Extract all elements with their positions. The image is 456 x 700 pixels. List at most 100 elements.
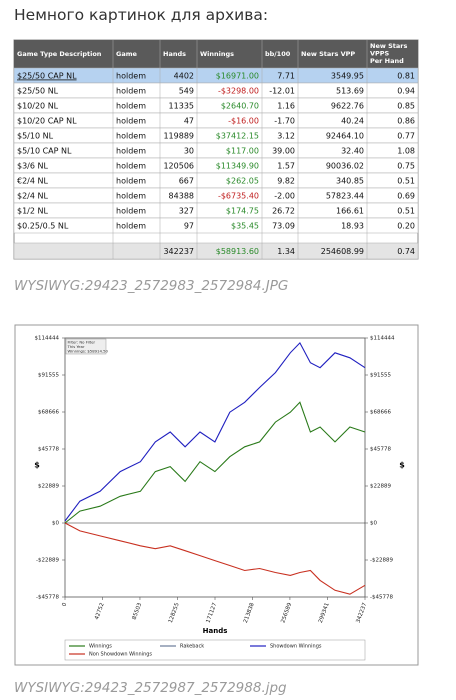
table-cell: 73.09 bbox=[272, 222, 295, 231]
table-cell: 0.94 bbox=[397, 87, 415, 96]
table-cell: 32.40 bbox=[341, 147, 364, 156]
table-cell: 0.20 bbox=[397, 222, 415, 231]
y-axis-label: $ bbox=[399, 461, 405, 470]
y-tick-label: $68666 bbox=[370, 410, 391, 416]
table-cell: 39.00 bbox=[272, 147, 295, 156]
table-cell: 92464.10 bbox=[326, 132, 364, 141]
y-tick-label: $45778 bbox=[38, 446, 59, 452]
table-cell: 3.12 bbox=[277, 132, 295, 141]
x-tick-label: 42752 bbox=[94, 602, 106, 620]
y-tick-label: -$22889 bbox=[36, 557, 59, 563]
table-cell: 0.77 bbox=[397, 132, 415, 141]
y-tick-label: $114444 bbox=[370, 336, 395, 342]
filter-text: This Year bbox=[67, 344, 85, 349]
table-cell: 120506 bbox=[163, 162, 194, 171]
table-cell: -2.00 bbox=[274, 192, 295, 201]
table-cell: 57823.44 bbox=[326, 192, 364, 201]
y-tick-label: $0 bbox=[370, 520, 377, 526]
table-cell: 0.51 bbox=[397, 207, 415, 216]
table-cell: 47 bbox=[184, 117, 194, 126]
table-cell: $117.00 bbox=[226, 147, 259, 156]
table-cell: 1.57 bbox=[277, 162, 295, 171]
legend-label: Rakeback bbox=[180, 644, 204, 650]
table-cell: 0.75 bbox=[397, 162, 415, 171]
table-cell: 667 bbox=[179, 177, 194, 186]
column-header: New Stars bbox=[370, 42, 407, 50]
table-cell: 90036.02 bbox=[326, 162, 364, 171]
table-cell: $5/10 NL bbox=[17, 132, 54, 141]
table-cell: holdem bbox=[116, 102, 146, 111]
table-cell: $262.05 bbox=[226, 177, 259, 186]
legend-label: Non Showdown Winnings bbox=[89, 652, 152, 658]
legend bbox=[64, 639, 366, 661]
series-line bbox=[64, 341, 366, 522]
x-tick-label: 85503 bbox=[132, 602, 144, 621]
table-cell: 0.86 bbox=[397, 117, 415, 126]
table-cell: $10/20 CAP NL bbox=[17, 117, 77, 126]
total-cell: $58913.60 bbox=[216, 247, 259, 256]
table-cell: 30 bbox=[184, 147, 194, 156]
y-tick-label: $91555 bbox=[38, 373, 59, 379]
table-cell: $174.75 bbox=[226, 207, 259, 216]
series-line bbox=[64, 401, 366, 524]
table-cell: -$3298.00 bbox=[218, 87, 259, 96]
table-cell: holdem bbox=[116, 162, 146, 171]
y-tick-label: $22889 bbox=[38, 483, 59, 489]
total-cell: 342237 bbox=[163, 247, 194, 256]
y-tick-label: $91555 bbox=[370, 373, 391, 379]
table-cell: $35.45 bbox=[231, 222, 259, 231]
table-cell: 513.69 bbox=[336, 87, 364, 96]
y-tick-label: $22889 bbox=[370, 483, 391, 489]
table-cell: -1.70 bbox=[274, 117, 295, 126]
x-tick-label: 0 bbox=[61, 602, 68, 608]
table-cell: -$6735.40 bbox=[218, 192, 259, 201]
filter-box bbox=[65, 338, 107, 355]
table-cell: 0.85 bbox=[397, 102, 415, 111]
table-cell: holdem bbox=[116, 72, 146, 81]
x-axis-label: Hands bbox=[203, 627, 228, 635]
table-cell: $25/50 NL bbox=[17, 87, 59, 96]
table-cell: €2/4 NL bbox=[17, 177, 48, 186]
table-cell: $0.25/0.5 NL bbox=[17, 222, 69, 231]
column-header: Per Hand bbox=[370, 57, 404, 65]
table-cell: $5/10 CAP NL bbox=[17, 147, 72, 156]
table-cell: 9622.76 bbox=[331, 102, 364, 111]
table-cell: 327 bbox=[179, 207, 194, 216]
caption: WYSIWYG:29423_2572983_2572984.JPG bbox=[14, 278, 288, 294]
table-cell: 549 bbox=[179, 87, 194, 96]
totals-row bbox=[13, 242, 419, 260]
total-cell: 0.74 bbox=[397, 247, 415, 256]
table-cell: $1/2 NL bbox=[17, 207, 48, 216]
table-cell: 0.51 bbox=[397, 177, 415, 186]
caption: WYSIWYG:29423_2572987_2572988.jpg bbox=[14, 680, 287, 696]
column-header: Game Type Description bbox=[17, 50, 102, 58]
y-tick-label: $45778 bbox=[370, 446, 391, 452]
column-header: bb/100 bbox=[265, 50, 291, 58]
table-cell: 0.81 bbox=[397, 72, 415, 81]
table-cell: 166.61 bbox=[336, 207, 364, 216]
legend-label: Winnings bbox=[89, 644, 112, 650]
table-cell: 1.16 bbox=[277, 102, 295, 111]
table-cell: 3549.95 bbox=[331, 72, 364, 81]
y-tick-label: $114444 bbox=[35, 336, 60, 342]
table-cell: 40.24 bbox=[341, 117, 364, 126]
table-cell: $10/20 NL bbox=[17, 102, 59, 111]
table-cell: holdem bbox=[116, 192, 146, 201]
table-cell: 84388 bbox=[169, 192, 194, 201]
table-cell: holdem bbox=[116, 147, 146, 156]
table-cell: 11335 bbox=[169, 102, 194, 111]
table-cell: holdem bbox=[116, 207, 146, 216]
y-tick-label: $68666 bbox=[38, 410, 59, 416]
column-header: Hands bbox=[163, 50, 186, 58]
series-line bbox=[64, 522, 366, 595]
filter-text: Winnings: $58914.50 bbox=[68, 349, 109, 354]
y-tick-label: -$45778 bbox=[36, 595, 59, 601]
plot-area bbox=[64, 337, 366, 598]
table-cell: holdem bbox=[116, 117, 146, 126]
table-cell: 4402 bbox=[174, 72, 194, 81]
table-cell: 1.08 bbox=[397, 147, 415, 156]
table-cell: $2640.70 bbox=[221, 102, 259, 111]
total-cell: 1.34 bbox=[277, 247, 295, 256]
table-cell: 26.72 bbox=[272, 207, 295, 216]
table-cell: holdem bbox=[116, 87, 146, 96]
